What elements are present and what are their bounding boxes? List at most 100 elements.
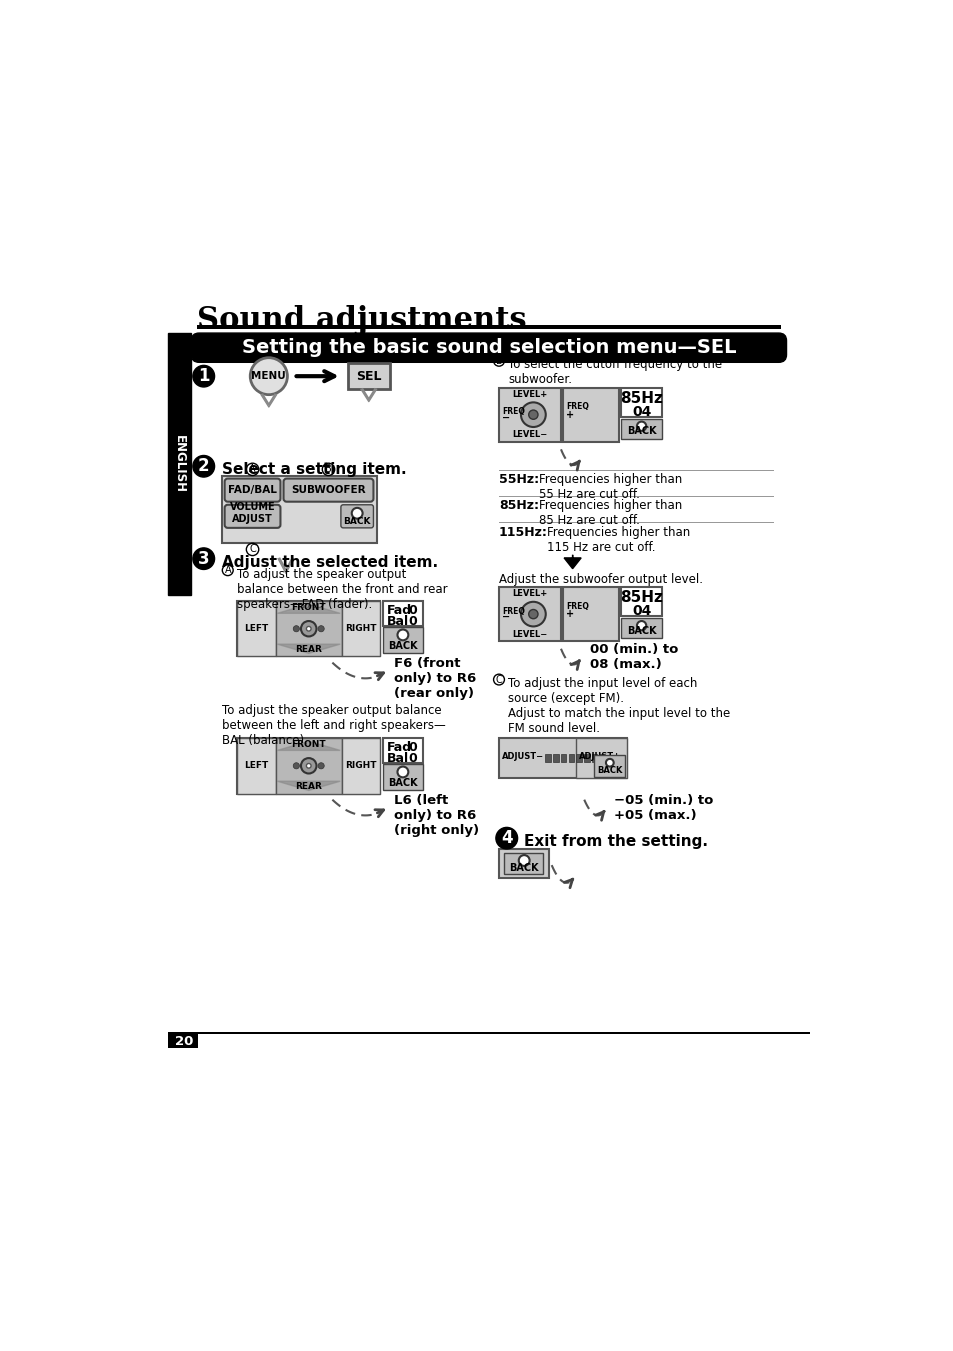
- Text: FREQ: FREQ: [565, 601, 588, 611]
- Bar: [382, 765, 422, 790]
- Text: F6 (front
only) to R6
(rear only): F6 (front only) to R6 (rear only): [394, 657, 476, 700]
- Text: SUBWOOFER: SUBWOOFER: [291, 485, 365, 494]
- Circle shape: [605, 759, 613, 766]
- Circle shape: [518, 855, 529, 866]
- Bar: [236, 601, 380, 657]
- Bar: [236, 738, 275, 793]
- Circle shape: [293, 626, 299, 632]
- Text: A: A: [224, 565, 231, 576]
- Text: Fad: Fad: [386, 604, 412, 617]
- Text: −: −: [501, 612, 510, 621]
- Circle shape: [637, 422, 645, 431]
- Bar: [168, 1034, 197, 1047]
- Text: To adjust the speaker output
balance between the front and rear
speakers—FAD (fa: To adjust the speaker output balance bet…: [236, 567, 447, 611]
- Text: ADJUST+: ADJUST+: [578, 753, 620, 761]
- Circle shape: [293, 763, 299, 769]
- Bar: [236, 601, 275, 657]
- Circle shape: [250, 358, 287, 394]
- Text: Adjust the subwoofer output level.: Adjust the subwoofer output level.: [498, 573, 702, 586]
- Circle shape: [496, 827, 517, 848]
- Circle shape: [528, 609, 537, 619]
- Text: Frequencies higher than
115 Hz are cut off.: Frequencies higher than 115 Hz are cut o…: [546, 526, 690, 554]
- Bar: [236, 738, 380, 793]
- Text: 2: 2: [197, 457, 210, 476]
- Text: FAD/BAL: FAD/BAL: [228, 485, 276, 494]
- FancyBboxPatch shape: [283, 478, 373, 501]
- Circle shape: [352, 508, 362, 519]
- Text: L6 (left
only) to R6
(right only): L6 (left only) to R6 (right only): [394, 794, 479, 838]
- Text: 55Hz:: 55Hz:: [498, 473, 538, 486]
- Polygon shape: [277, 644, 340, 654]
- Circle shape: [193, 365, 214, 386]
- Text: 85Hz: 85Hz: [619, 590, 662, 605]
- Bar: [382, 738, 422, 763]
- Bar: [498, 848, 549, 878]
- Text: RIGHT: RIGHT: [345, 624, 376, 634]
- Text: 0: 0: [408, 753, 416, 765]
- Text: Bal: Bal: [386, 753, 408, 765]
- Text: 0: 0: [408, 615, 416, 628]
- Text: FRONT: FRONT: [291, 604, 326, 612]
- Text: BACK: BACK: [626, 426, 656, 436]
- Bar: [568, 754, 574, 762]
- Circle shape: [520, 601, 545, 627]
- Text: FREQ: FREQ: [501, 607, 524, 616]
- Bar: [594, 755, 624, 777]
- Text: LEVEL+: LEVEL+: [512, 589, 547, 598]
- Bar: [583, 754, 589, 762]
- Bar: [562, 588, 618, 642]
- Text: To adjust the speaker output balance
between the left and right speakers—
BAL (b: To adjust the speaker output balance bet…: [221, 704, 445, 747]
- Bar: [620, 617, 661, 638]
- Text: −05 (min.) to
+05 (max.): −05 (min.) to +05 (max.): [613, 794, 712, 823]
- Circle shape: [317, 763, 324, 769]
- Bar: [168, 1032, 809, 1034]
- Text: BACK: BACK: [388, 778, 417, 788]
- Text: SEL: SEL: [355, 370, 381, 382]
- Text: A: A: [249, 465, 255, 474]
- Text: FRONT: FRONT: [291, 740, 326, 750]
- Text: 115Hz:: 115Hz:: [498, 526, 547, 539]
- FancyBboxPatch shape: [224, 478, 280, 501]
- Bar: [275, 738, 341, 793]
- Text: Select a setting item.: Select a setting item.: [221, 462, 406, 477]
- Text: B: B: [496, 355, 502, 366]
- Text: B: B: [325, 465, 332, 474]
- Bar: [592, 754, 597, 762]
- Circle shape: [301, 758, 316, 774]
- Text: BACK: BACK: [343, 516, 371, 526]
- Bar: [498, 738, 626, 778]
- Bar: [196, 326, 781, 330]
- Text: To adjust the input level of each
source (except FM).
Adjust to match the input : To adjust the input level of each source…: [508, 677, 730, 735]
- Bar: [498, 588, 561, 642]
- Text: 85Hz:: 85Hz:: [498, 500, 538, 512]
- Text: 04: 04: [631, 405, 651, 419]
- Circle shape: [193, 455, 214, 477]
- Bar: [382, 601, 422, 626]
- Text: 04: 04: [631, 604, 651, 619]
- FancyBboxPatch shape: [340, 505, 373, 528]
- Polygon shape: [277, 781, 340, 790]
- Circle shape: [301, 621, 316, 636]
- Text: LEFT: LEFT: [244, 624, 268, 634]
- Text: RIGHT: RIGHT: [345, 762, 376, 770]
- Text: Sound adjustments: Sound adjustments: [196, 304, 526, 335]
- Bar: [620, 419, 661, 439]
- Text: LEVEL−: LEVEL−: [512, 431, 547, 439]
- Circle shape: [528, 411, 537, 419]
- Text: ENGLISH: ENGLISH: [173, 435, 186, 493]
- Text: Fad: Fad: [386, 742, 412, 754]
- Text: FREQ: FREQ: [501, 408, 524, 416]
- Circle shape: [306, 763, 311, 769]
- Text: BACK: BACK: [509, 863, 538, 873]
- Bar: [341, 601, 380, 657]
- Text: REAR: REAR: [295, 782, 322, 792]
- Text: C: C: [249, 544, 255, 554]
- Text: C: C: [496, 674, 502, 685]
- Text: VOLUME
ADJUST: VOLUME ADJUST: [230, 503, 275, 524]
- Text: 20: 20: [174, 1035, 193, 1047]
- Text: 0: 0: [408, 742, 416, 754]
- FancyArrow shape: [563, 555, 580, 569]
- Circle shape: [306, 627, 311, 631]
- Text: BACK: BACK: [388, 642, 417, 651]
- Bar: [382, 627, 422, 654]
